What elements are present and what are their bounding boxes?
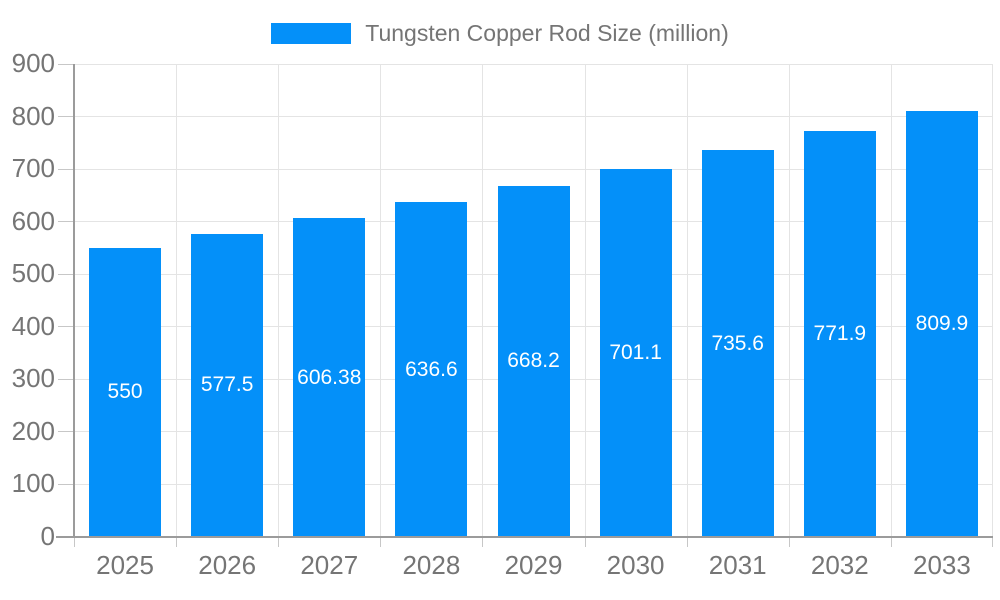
x-axis-line (56, 536, 993, 538)
x-gridline (278, 64, 280, 537)
y-tick-mark (58, 483, 74, 485)
x-tick-label: 2033 (913, 550, 971, 580)
x-tick-label: 2027 (300, 550, 359, 580)
legend-label: Tungsten Copper Rod Size (million) (365, 20, 729, 46)
plot-area: 0 100 200 300 400 500 600 700 800 900 550 2025 577.5… (12, 48, 993, 580)
bar-2027[interactable]: 606.38 (293, 218, 366, 537)
y-tick-mark (58, 168, 74, 170)
y-tick-label: 0 (40, 520, 55, 551)
x-gridline (380, 64, 382, 537)
y-axis-line (73, 64, 75, 537)
y-tick-mark (58, 63, 74, 65)
x-tick-label: 2031 (708, 550, 767, 580)
x-tick-label: 2032 (810, 550, 869, 580)
x-gridline (482, 64, 484, 537)
y-tick-label: 600 (11, 205, 55, 236)
x-gridline (584, 64, 586, 537)
x-tick-label: 2028 (402, 550, 461, 580)
bar-value-label: 550 (107, 380, 143, 404)
x-gridline (992, 64, 993, 537)
bar-2029[interactable]: 668.2 (497, 185, 570, 537)
bar-value-label: 606.38 (297, 365, 362, 389)
x-tick-mark (686, 537, 688, 547)
bar-value-label: 701.1 (609, 340, 662, 364)
y-tick-mark (58, 431, 74, 433)
x-gridline (686, 64, 688, 537)
y-tick-mark (58, 326, 74, 328)
x-tick-label: 2030 (606, 550, 665, 580)
bar-2033[interactable]: 809.9 (905, 111, 978, 537)
y-tick-label: 700 (11, 152, 55, 183)
x-tick-mark (74, 537, 75, 547)
y-tick-label: 500 (11, 258, 55, 289)
y-gridline (74, 168, 993, 170)
legend-item[interactable]: Tungsten Copper Rod Size (million) (271, 20, 729, 47)
x-tick-mark (584, 537, 586, 547)
x-tick-label: 2026 (198, 550, 257, 580)
bar-2028[interactable]: 636.6 (395, 202, 468, 537)
bar-2030[interactable]: 701.1 (599, 168, 672, 537)
bar-2031[interactable]: 735.6 (701, 150, 774, 537)
x-tick-label: 2029 (504, 550, 563, 580)
x-tick-mark (890, 537, 892, 547)
x-tick-mark (992, 537, 993, 547)
y-tick-label: 100 (11, 468, 55, 499)
bar-value-label: 735.6 (711, 331, 764, 355)
y-tick-label: 900 (11, 47, 55, 78)
y-tick-mark (58, 116, 74, 118)
bar-value-label: 577.5 (200, 373, 254, 397)
bar-value-label: 809.9 (915, 312, 969, 336)
y-tick-label: 300 (11, 363, 55, 394)
y-tick-label: 200 (11, 415, 55, 446)
bar-value-label: 771.9 (813, 322, 867, 346)
bar-2032[interactable]: 771.9 (803, 131, 876, 537)
x-tick-mark (788, 537, 790, 547)
bar-2026[interactable]: 577.5 (191, 233, 264, 537)
y-tick-mark (58, 273, 74, 275)
x-gridline (890, 64, 892, 537)
x-tick-mark (482, 537, 484, 547)
y-gridline (74, 63, 993, 65)
x-gridline (788, 64, 790, 537)
x-tick-mark (176, 537, 178, 547)
bar-value-label: 668.2 (507, 349, 560, 373)
y-gridline (74, 116, 993, 118)
bar-value-label: 636.6 (405, 357, 458, 381)
y-tick-label: 800 (11, 100, 55, 131)
y-tick-mark (58, 221, 74, 223)
legend: Tungsten Copper Rod Size (million) (0, 20, 1000, 47)
y-tick-mark (58, 378, 74, 380)
y-tick-label: 400 (11, 310, 55, 341)
bar-2025[interactable]: 550 (89, 247, 162, 537)
x-tick-mark (278, 537, 280, 547)
legend-swatch (271, 23, 352, 44)
x-tick-label: 2025 (96, 550, 154, 580)
x-gridline (176, 64, 178, 537)
x-tick-mark (380, 537, 382, 547)
